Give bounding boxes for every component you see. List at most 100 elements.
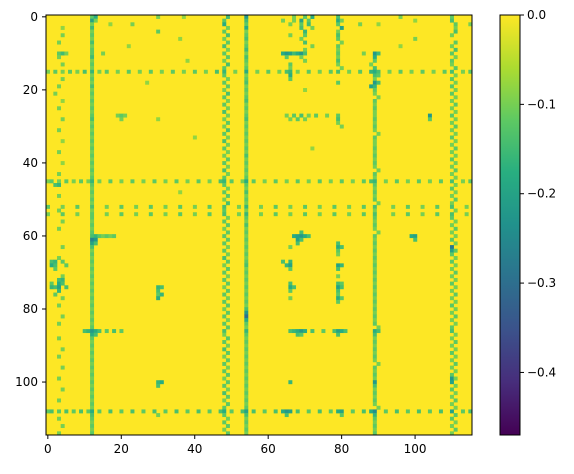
heatmap-cell bbox=[225, 230, 230, 235]
heatmap-cell bbox=[90, 431, 95, 436]
heatmap-cell bbox=[292, 234, 297, 239]
heatmap-cell bbox=[453, 131, 458, 136]
heatmap-cell bbox=[449, 106, 454, 111]
heatmap-cell bbox=[244, 394, 249, 399]
heatmap-cell bbox=[347, 69, 352, 74]
heatmap-cell bbox=[453, 314, 458, 319]
heatmap-cell bbox=[93, 332, 98, 337]
heatmap-cell bbox=[222, 36, 227, 41]
heatmap-cell bbox=[222, 73, 227, 78]
heatmap-cell bbox=[90, 204, 95, 209]
heatmap-cell bbox=[339, 281, 344, 286]
heatmap-cell bbox=[288, 69, 293, 74]
heatmap-cell bbox=[372, 193, 377, 198]
heatmap-cell bbox=[222, 161, 227, 166]
heatmap-cell bbox=[57, 336, 61, 341]
heatmap-cell bbox=[244, 197, 249, 202]
heatmap-cell bbox=[244, 340, 249, 344]
heatmap-cell bbox=[398, 69, 403, 74]
heatmap-cell bbox=[244, 102, 249, 107]
heatmap-cell bbox=[449, 164, 454, 169]
heatmap-cell bbox=[57, 354, 61, 359]
heatmap-cell bbox=[372, 310, 377, 315]
heatmap-cell bbox=[288, 66, 293, 71]
heatmap-cell bbox=[159, 69, 164, 74]
heatmap-cell bbox=[405, 409, 410, 414]
heatmap-cell bbox=[376, 22, 381, 27]
heatmap-cell bbox=[372, 80, 377, 85]
heatmap-cell bbox=[372, 223, 377, 228]
heatmap-cell bbox=[244, 51, 249, 56]
heatmap-cell bbox=[60, 77, 65, 82]
heatmap-cell bbox=[449, 248, 454, 253]
heatmap-cell bbox=[60, 296, 65, 301]
heatmap-cell bbox=[90, 372, 95, 377]
heatmap-cell bbox=[225, 431, 230, 436]
heatmap-cell bbox=[225, 201, 230, 206]
heatmap-cell bbox=[141, 179, 146, 184]
heatmap-cell bbox=[372, 259, 377, 264]
heatmap-cell bbox=[372, 252, 377, 257]
heatmap-cell bbox=[244, 113, 249, 118]
heatmap-cell bbox=[372, 376, 377, 381]
heatmap-cell bbox=[90, 402, 95, 407]
heatmap-cell bbox=[178, 190, 183, 195]
heatmap-cell bbox=[244, 135, 249, 140]
heatmap-cell bbox=[244, 387, 249, 392]
heatmap-cell bbox=[97, 329, 102, 334]
heatmap-cell bbox=[453, 146, 458, 151]
heatmap-cell bbox=[449, 365, 454, 370]
heatmap-cell bbox=[90, 248, 95, 253]
heatmap-cell bbox=[75, 204, 80, 209]
heatmap-cell bbox=[288, 409, 293, 414]
heatmap-cell bbox=[225, 62, 230, 67]
heatmap-cell bbox=[288, 245, 293, 250]
heatmap-cell bbox=[369, 179, 374, 184]
heatmap-cell bbox=[90, 99, 95, 103]
heatmap-cell bbox=[90, 369, 95, 374]
heatmap-cell bbox=[372, 343, 377, 348]
heatmap-cell bbox=[336, 292, 341, 297]
heatmap-cell bbox=[281, 51, 285, 56]
heatmap-cell bbox=[449, 215, 454, 220]
heatmap-cell bbox=[336, 80, 341, 85]
heatmap-cell bbox=[90, 66, 95, 71]
heatmap-cell bbox=[288, 267, 293, 271]
colorbar-tick-label: −0.2 bbox=[527, 187, 556, 201]
heatmap-cell bbox=[449, 99, 454, 103]
heatmap-cell bbox=[449, 296, 454, 301]
heatmap-cell bbox=[244, 186, 249, 191]
heatmap-cell bbox=[90, 29, 95, 34]
heatmap-cell bbox=[449, 172, 454, 176]
heatmap-cell bbox=[449, 18, 454, 23]
heatmap-cell bbox=[225, 193, 230, 198]
heatmap-cell bbox=[449, 416, 454, 421]
heatmap-cell bbox=[453, 175, 458, 180]
heatmap-cell bbox=[222, 420, 227, 425]
heatmap-cell bbox=[244, 325, 249, 330]
heatmap-cell bbox=[90, 296, 95, 301]
heatmap-cell bbox=[90, 347, 95, 352]
heatmap-cell bbox=[90, 398, 95, 403]
heatmap-cell bbox=[453, 117, 458, 122]
heatmap-cell bbox=[336, 263, 341, 268]
heatmap-cell bbox=[336, 267, 341, 271]
heatmap-cell bbox=[431, 69, 436, 74]
heatmap-cell bbox=[288, 33, 293, 38]
heatmap-cell bbox=[90, 183, 95, 187]
heatmap-cell bbox=[376, 329, 381, 334]
heatmap-cell bbox=[90, 80, 95, 85]
heatmap-cell bbox=[222, 307, 227, 312]
heatmap-cell bbox=[259, 212, 263, 217]
heatmap-cell bbox=[372, 120, 377, 125]
heatmap-cell bbox=[222, 51, 227, 56]
heatmap-cell bbox=[299, 25, 304, 30]
heatmap-cell bbox=[53, 69, 58, 74]
heatmap-cell bbox=[398, 15, 403, 19]
heatmap-cell bbox=[225, 351, 230, 355]
heatmap-cell bbox=[108, 22, 113, 27]
heatmap-cell bbox=[244, 58, 249, 63]
heatmap-cell bbox=[453, 398, 458, 403]
heatmap-cell bbox=[225, 142, 230, 147]
heatmap-cell bbox=[57, 281, 61, 286]
